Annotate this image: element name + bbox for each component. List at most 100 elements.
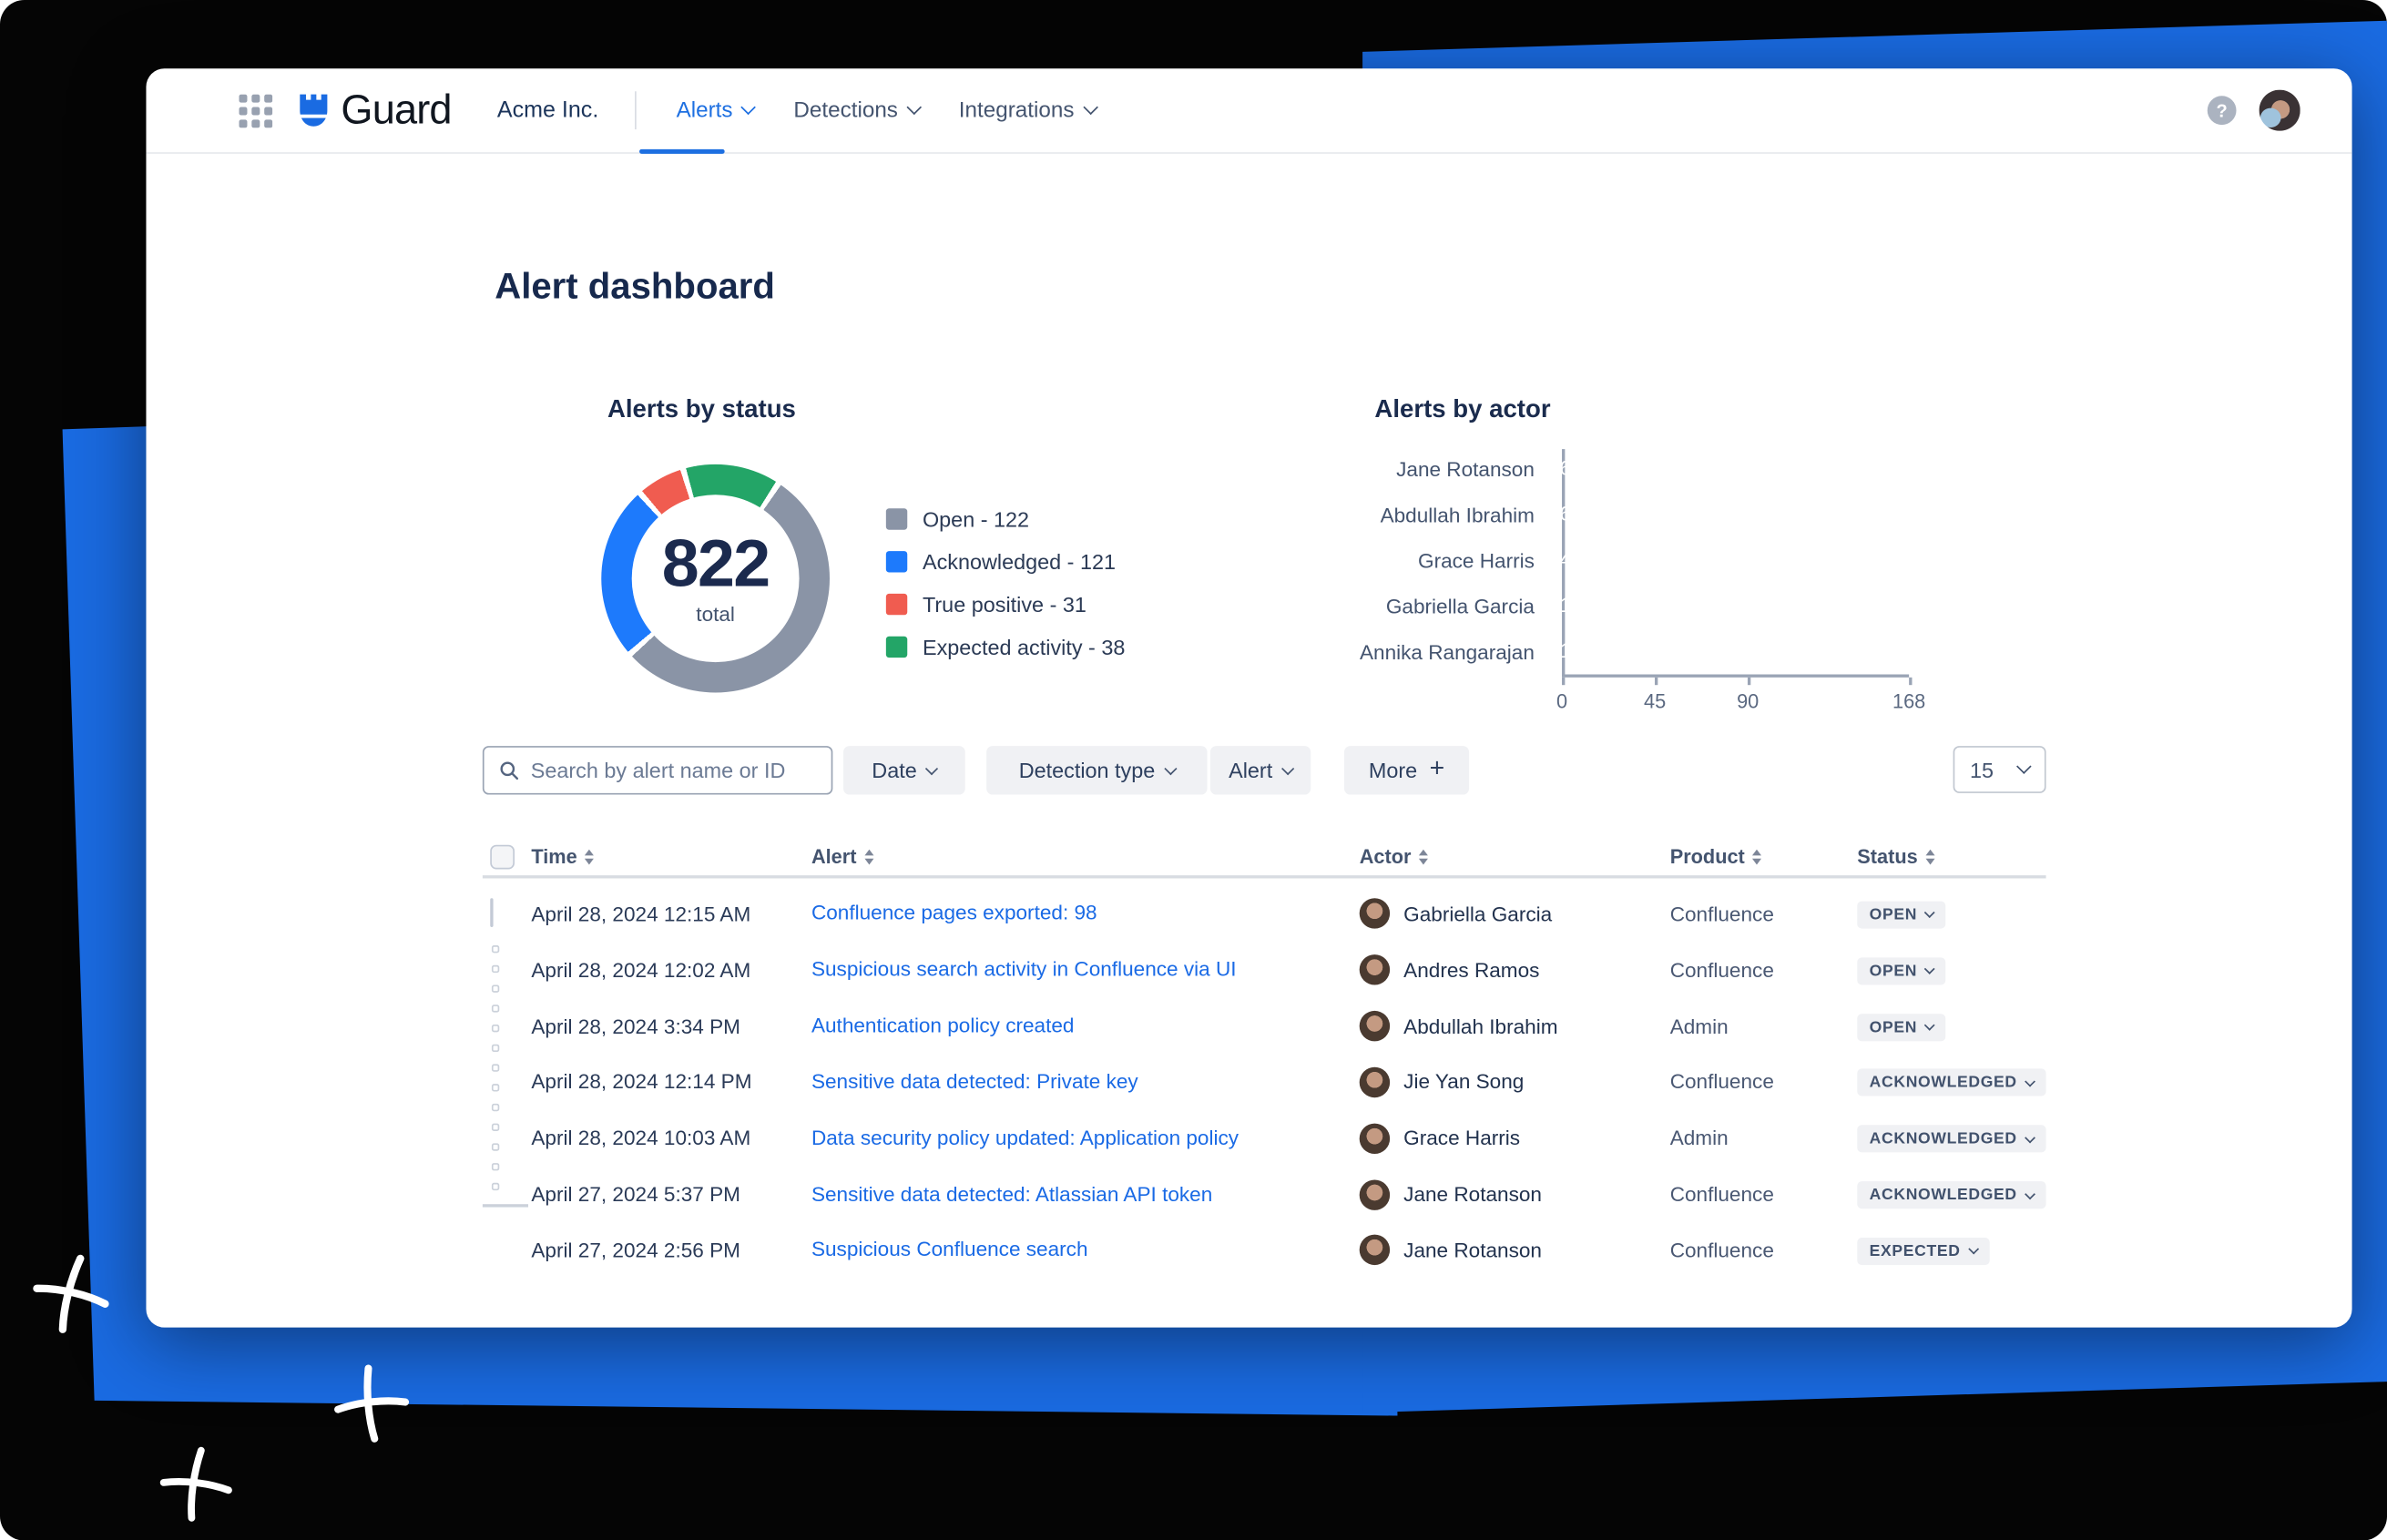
x-axis-tick — [1909, 677, 1912, 686]
column-header-actor[interactable]: Actor — [1360, 845, 1670, 868]
chevron-down-icon — [1924, 1020, 1936, 1031]
actor-name: Abdullah Ibrahim — [1403, 1015, 1558, 1038]
legend-label: Acknowledged - 121 — [922, 549, 1117, 575]
legend-label: Open - 122 — [922, 506, 1030, 532]
table-row: April 28, 2024 12:14 PM Sensitive data de… — [483, 1055, 2046, 1111]
status-badge[interactable]: OPEN — [1857, 901, 1946, 929]
x-axis-tick-label: 45 — [1643, 689, 1667, 713]
search-input[interactable] — [530, 758, 816, 783]
org-name: Acme Inc. — [496, 97, 599, 124]
row-checkbox[interactable] — [490, 898, 494, 928]
filter-button-label: Detection type — [1018, 758, 1156, 783]
status-badge[interactable]: ACKNOWLEDGED — [1857, 1125, 2046, 1153]
row-alert: Confluence pages exported: 98 — [811, 901, 1360, 928]
filter-button-detection-type[interactable]: Detection type — [986, 746, 1208, 795]
sort-up-arrow — [585, 848, 595, 855]
status-badge[interactable]: ACKNOWLEDGED — [1857, 1069, 2046, 1097]
row-alert: Suspicious Confluence search — [811, 1237, 1360, 1264]
edge-dot-decoration — [491, 945, 499, 953]
chevron-down-icon — [1163, 761, 1178, 775]
guard-shield-icon — [298, 94, 330, 127]
row-product: Admin — [1669, 1127, 1729, 1150]
status-badge[interactable]: OPEN — [1857, 1013, 1946, 1041]
row-product: Confluence — [1669, 1183, 1774, 1207]
legend-item: Acknowledged - 121 — [885, 549, 1126, 575]
alert-link[interactable]: Suspicious search activity in Confluence… — [811, 957, 1237, 981]
filter-button-date[interactable]: Date — [843, 746, 965, 795]
status-badge[interactable]: EXPECTED — [1857, 1237, 1990, 1266]
alert-link[interactable]: Data security policy updated: Applicatio… — [811, 1126, 1239, 1149]
bar-track: 76 — [1547, 502, 1572, 525]
row-alert: Sensitive data detected: Atlassian API t… — [811, 1181, 1360, 1209]
bar-track: 41 — [1547, 593, 1572, 617]
actor-name: Jane Rotanson — [1403, 1183, 1543, 1207]
nav-item-label: Alerts — [676, 97, 733, 123]
status-badge-label: OPEN — [1869, 962, 1918, 981]
help-icon[interactable]: ? — [2207, 96, 2237, 126]
alert-link[interactable]: Sensitive data detected: Private key — [811, 1070, 1138, 1094]
row-status-cell: OPEN — [1857, 900, 2045, 929]
nav-divider — [635, 91, 638, 130]
alert-link[interactable]: Authentication policy created — [811, 1014, 1075, 1037]
page-title: Alert dashboard — [495, 266, 775, 308]
actor-avatar — [1359, 1011, 1391, 1042]
filter-button-alert[interactable]: Alert — [1209, 746, 1311, 795]
column-header-time[interactable]: Time — [531, 845, 811, 868]
donut-center: 822 total — [631, 495, 800, 663]
sort-down-arrow — [1752, 857, 1762, 864]
row-product: Confluence — [1669, 1070, 1774, 1094]
status-badge[interactable]: ACKNOWLEDGED — [1857, 1181, 2046, 1209]
chevron-down-icon — [1924, 964, 1936, 975]
alert-link[interactable]: Confluence pages exported: 98 — [811, 902, 1097, 925]
actor-name: Andres Ramos — [1403, 958, 1540, 982]
bar-track: 64 — [1547, 547, 1572, 571]
row-time: April 28, 2024 3:34 PM — [531, 1015, 740, 1038]
edge-dot-decoration — [491, 1064, 499, 1071]
x-axis-tick-label: 168 — [1892, 689, 1926, 713]
user-avatar[interactable] — [2259, 89, 2300, 131]
row-time: April 28, 2024 10:03 AM — [531, 1127, 751, 1150]
row-product: Confluence — [1669, 1239, 1774, 1262]
edge-dot-decoration — [491, 984, 499, 993]
bar-row: Grace Harris 64 — [1244, 542, 1909, 578]
alert-link[interactable]: Suspicious Confluence search — [811, 1238, 1088, 1261]
row-actor: Jie Yan Song — [1359, 1066, 1670, 1098]
column-header-product[interactable]: Product — [1670, 845, 1858, 868]
nav-item-label: Detections — [793, 97, 898, 123]
bar-chart-y-axis — [1562, 449, 1565, 677]
chevron-down-icon — [1280, 761, 1295, 775]
sort-up-arrow — [1925, 848, 1935, 855]
select-all-checkbox[interactable] — [490, 843, 515, 869]
row-actor: Jane Rotanson — [1359, 1235, 1670, 1266]
page-size-value: 15 — [1969, 757, 1994, 782]
legend-label: True positive - 31 — [922, 592, 1086, 617]
nav-item-integrations[interactable]: Integrations — [959, 98, 1098, 123]
bar-track: 41 — [1547, 639, 1572, 663]
guard-logo[interactable]: Guard — [298, 87, 453, 134]
row-alert: Suspicious search activity in Confluence… — [811, 956, 1360, 984]
edge-dot-decoration — [491, 1143, 499, 1150]
primary-nav: Alerts Detections Integrations — [637, 97, 1098, 123]
column-header-alert[interactable]: Alert — [811, 845, 1360, 868]
table-row: April 28, 2024 12:02 AM Suspicious search… — [483, 942, 2046, 998]
chevron-down-icon — [2016, 759, 2032, 774]
row-product: Admin — [1669, 1015, 1729, 1038]
app-switcher-icon[interactable] — [239, 93, 273, 127]
row-time: April 27, 2024 2:56 PM — [531, 1239, 740, 1262]
column-header-status[interactable]: Status — [1857, 845, 2045, 868]
page-size-select[interactable]: 15 — [1953, 746, 2046, 793]
row-time: April 28, 2024 12:15 AM — [531, 903, 751, 926]
edge-dot-decoration — [491, 1084, 499, 1091]
nav-item-detections[interactable]: Detections — [793, 97, 922, 123]
row-alert: Sensitive data detected: Private key — [811, 1068, 1360, 1096]
nav-item-alerts[interactable]: Alerts — [676, 97, 757, 123]
row-time: April 28, 2024 12:14 PM — [531, 1070, 752, 1094]
status-badge[interactable]: OPEN — [1857, 957, 1946, 985]
table-row: April 28, 2024 3:34 PM Authentication pol… — [483, 998, 2046, 1055]
alert-link[interactable]: Sensitive data detected: Atlassian API t… — [811, 1182, 1213, 1206]
bar-row: Gabriella Garcia 41 — [1244, 587, 1909, 624]
filter-button-more[interactable]: More + — [1343, 746, 1470, 795]
row-actor: Andres Ramos — [1359, 954, 1670, 985]
actor-avatar — [1359, 1235, 1391, 1266]
